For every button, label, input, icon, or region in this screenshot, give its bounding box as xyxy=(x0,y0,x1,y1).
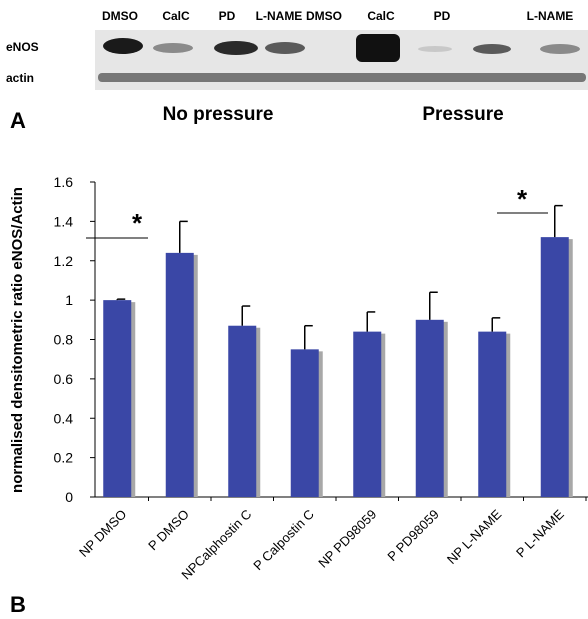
band xyxy=(418,46,452,52)
y-tick-label: 0.4 xyxy=(54,410,74,426)
bar xyxy=(166,253,194,497)
y-tick-label: 0.6 xyxy=(54,371,74,387)
bar xyxy=(478,332,506,497)
x-tick-label: P PD98059 xyxy=(384,507,441,564)
lane-label: DMSO xyxy=(102,9,138,23)
band xyxy=(356,34,400,62)
error-bar xyxy=(430,292,438,320)
panel-label: B xyxy=(10,592,26,617)
lane-label: PD xyxy=(434,9,451,23)
error-bar xyxy=(180,221,188,253)
significance-marker: * xyxy=(132,208,143,238)
x-tick-label: NP L-NAME xyxy=(444,506,505,567)
figure: DMSO CalC PD L-NAME DMSO CalC PD L-NAME … xyxy=(0,0,588,619)
bar xyxy=(103,300,131,497)
bar xyxy=(416,320,444,497)
panel-label: A xyxy=(10,108,26,133)
y-tick-label: 0 xyxy=(65,489,73,505)
y-tick-label: 1.6 xyxy=(54,174,74,190)
y-tick-label: 0.8 xyxy=(54,332,74,348)
lane-label: L-NAME xyxy=(527,9,574,23)
y-tick-label: 0.2 xyxy=(54,450,74,466)
lane-label: DMSO xyxy=(306,9,342,23)
error-bar xyxy=(555,206,563,238)
row-label: actin xyxy=(6,71,34,85)
band xyxy=(473,44,511,54)
significance-marker: * xyxy=(517,184,528,214)
lane-label: L-NAME xyxy=(256,9,303,23)
error-bar xyxy=(117,299,125,300)
x-tick-label: P L-NAME xyxy=(513,506,567,560)
x-tick-label: NP PD98059 xyxy=(315,507,379,571)
row-label: eNOS xyxy=(6,40,39,54)
group-label: No pressure xyxy=(163,104,274,125)
band xyxy=(153,43,193,53)
lane-label: PD xyxy=(219,9,236,23)
y-tick-label: 1.4 xyxy=(54,213,74,229)
x-tick-label: P DMSO xyxy=(145,507,192,554)
band xyxy=(265,42,305,54)
y-tick-label: 1 xyxy=(65,292,73,308)
error-bar xyxy=(305,326,313,350)
lane-label: CalC xyxy=(162,9,190,23)
blot: DMSO CalC PD L-NAME DMSO CalC PD L-NAME … xyxy=(6,9,588,133)
group-label: Pressure xyxy=(422,104,503,125)
y-tick-label: 1.2 xyxy=(54,253,74,269)
error-bar xyxy=(492,318,500,332)
bar xyxy=(541,237,569,497)
y-axis-label: normalised densitometric ratio eNOS/Acti… xyxy=(9,187,26,493)
bar xyxy=(291,349,319,497)
band xyxy=(103,38,143,54)
bar xyxy=(353,332,381,497)
bar xyxy=(228,326,256,497)
error-bar xyxy=(242,306,250,326)
error-bar xyxy=(367,312,375,332)
actin-band xyxy=(98,73,586,82)
lane-label: CalC xyxy=(367,9,395,23)
x-tick-label: P Calpostin C xyxy=(250,507,317,574)
band xyxy=(214,41,258,55)
x-tick-label: NP DMSO xyxy=(76,507,129,560)
band xyxy=(540,44,580,54)
